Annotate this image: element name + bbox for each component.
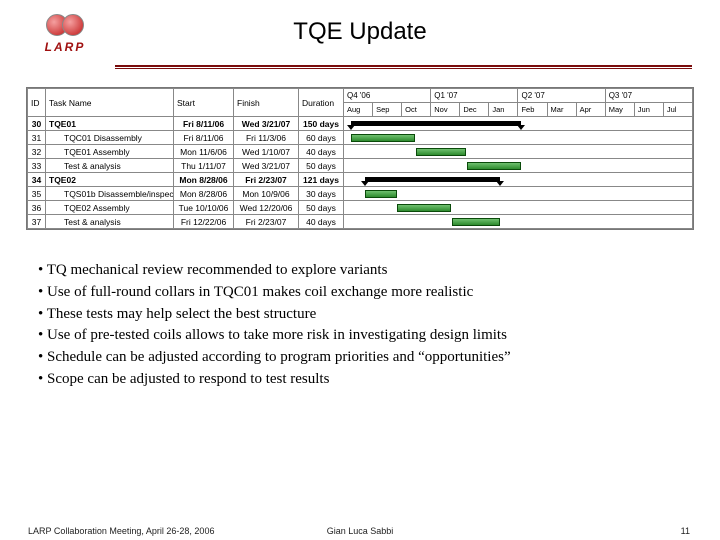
month-label: Dec	[460, 103, 489, 117]
q-label: Q4 '06	[344, 89, 431, 103]
table-row: 33Test & analysisThu 1/11/07Wed 3/21/075…	[28, 159, 693, 173]
task-bar	[365, 190, 397, 198]
bullet-item: • Use of full-round collars in TQC01 mak…	[38, 282, 692, 304]
timeline-cell	[344, 215, 693, 229]
month-label: Nov	[431, 103, 460, 117]
table-row: 37Test & analysisFri 12/22/06Fri 2/23/07…	[28, 215, 693, 229]
gantt-chart: ID Task Name Start Finish Duration Q4 '0…	[26, 87, 694, 230]
q-label: Q1 '07	[431, 89, 518, 103]
bullet-item: • Use of pre-tested coils allows to take…	[38, 325, 692, 347]
month-label: Mar	[547, 103, 576, 117]
col-finish: Finish	[234, 89, 299, 117]
table-row: 31TQC01 DisassemblyFri 8/11/06Fri 11/3/0…	[28, 131, 693, 145]
footer-page-number: 11	[681, 526, 690, 536]
table-row: 36TQE02 AssemblyTue 10/10/06Wed 12/20/06…	[28, 201, 693, 215]
month-label: Apr	[576, 103, 605, 117]
col-dur: Duration	[299, 89, 344, 117]
month-label: Jan	[489, 103, 518, 117]
col-name: Task Name	[46, 89, 174, 117]
table-row: 30TQE01Fri 8/11/06Wed 3/21/07150 days	[28, 117, 693, 131]
timeline-cell	[344, 131, 693, 145]
col-start: Start	[174, 89, 234, 117]
timeline-cell	[344, 145, 693, 159]
timeline-cell	[344, 159, 693, 173]
logo-block: LARP	[20, 10, 110, 54]
timeline-cell	[344, 117, 693, 131]
table-row: 35TQS01b Disassemble/inspectMon 8/28/06M…	[28, 187, 693, 201]
logo-text: LARP	[20, 40, 110, 54]
month-label: Feb	[518, 103, 547, 117]
task-bar	[467, 162, 521, 170]
month-label: May	[605, 103, 634, 117]
footer-center: Gian Luca Sabbi	[0, 526, 720, 536]
timeline-cell	[344, 201, 693, 215]
month-label: Aug	[344, 103, 373, 117]
bullet-list: • TQ mechanical review recommended to ex…	[38, 260, 692, 391]
month-label: Sep	[373, 103, 402, 117]
slide-header: LARP TQE Update	[0, 0, 720, 75]
summary-bar	[365, 177, 501, 182]
month-label: Oct	[402, 103, 431, 117]
header-rule	[115, 65, 692, 69]
larp-logo-icon	[30, 10, 100, 40]
task-bar	[351, 134, 415, 142]
q-label: Q2 '07	[518, 89, 605, 103]
gantt-header: ID Task Name Start Finish Duration Q4 '0…	[28, 89, 693, 117]
task-bar	[397, 204, 451, 212]
task-bar	[416, 148, 465, 156]
q-label: Q3 '07	[605, 89, 692, 103]
table-row: 32TQE01 AssemblyMon 11/6/06Wed 1/10/0740…	[28, 145, 693, 159]
bullet-item: • These tests may help select the best s…	[38, 304, 692, 326]
bullet-item: • TQ mechanical review recommended to ex…	[38, 260, 692, 282]
task-bar	[452, 218, 500, 226]
bullet-item: • Scope can be adjusted to respond to te…	[38, 369, 692, 391]
col-id: ID	[28, 89, 46, 117]
table-row: 34TQE02Mon 8/28/06Fri 2/23/07121 days	[28, 173, 693, 187]
bullet-item: • Schedule can be adjusted according to …	[38, 347, 692, 369]
timeline-cell	[344, 187, 693, 201]
month-label: Jun	[634, 103, 663, 117]
timeline-cell	[344, 173, 693, 187]
summary-bar	[351, 121, 521, 126]
month-label: Jul	[663, 103, 692, 117]
